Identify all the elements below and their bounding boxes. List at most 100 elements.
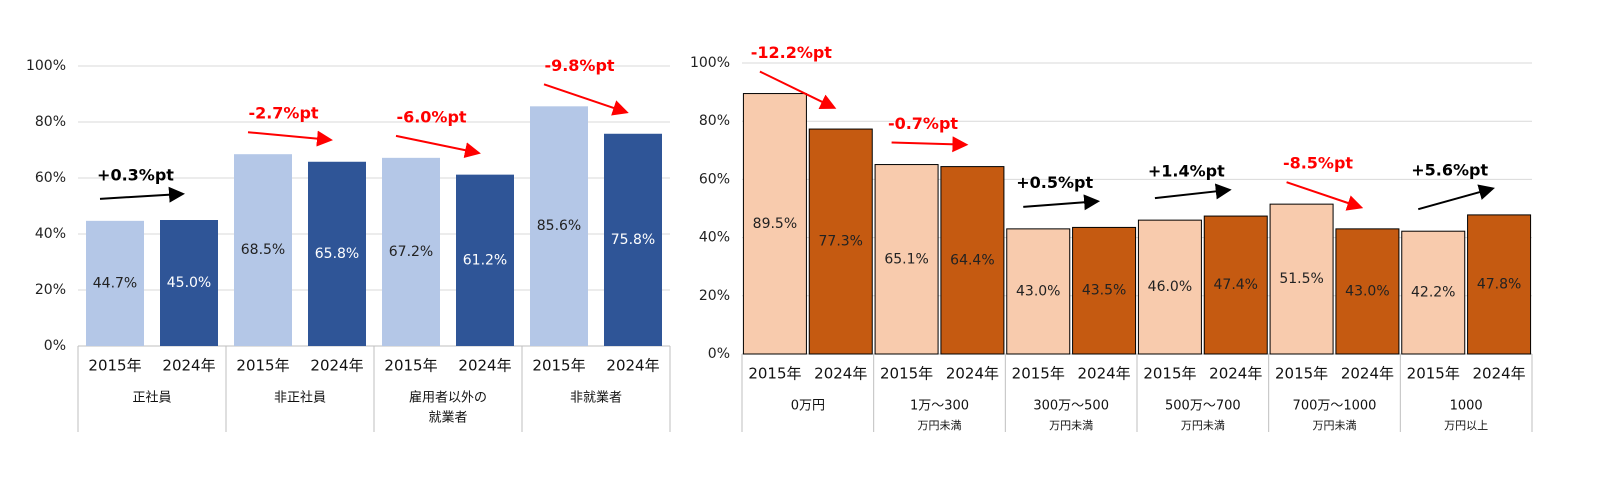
y-tick-label: 0% [44,338,66,354]
series-label: 2024年 [162,357,215,375]
annotation-arrow [395,134,481,159]
series-label: 2015年 [1407,365,1460,383]
value-label: 42.2% [1411,285,1455,301]
annotation: -2.7%pt [248,104,318,123]
value-label: 65.8% [315,246,359,262]
value-label: 47.4% [1214,277,1258,293]
series-label: 2015年 [1143,365,1196,383]
series-label: 2015年 [384,357,437,375]
bar [456,174,514,346]
value-label: 45.0% [167,275,211,291]
value-label: 65.1% [884,251,928,267]
category-label: 万円未満 [918,419,962,432]
category-label: 万円以上 [1444,419,1488,432]
annotation: +1.4%pt [1148,162,1225,181]
annotation-arrow [759,70,837,109]
series-label: 2015年 [236,357,289,375]
series-label: 2024年 [1472,365,1525,383]
annotation-arrow [543,83,629,116]
bar [874,164,939,355]
annotation: -12.2%pt [751,43,833,62]
bar [234,154,292,346]
annotation: +0.3%pt [97,166,174,185]
category-label: 万円未満 [1181,419,1225,432]
value-label: 44.7% [93,275,137,291]
series-label: 2015年 [88,357,141,375]
y-tick-label: 100% [26,58,66,74]
series-label: 2015年 [880,365,933,383]
annotation-arrow [1023,194,1101,211]
annotation: -0.7%pt [888,114,958,133]
bar [940,166,1005,355]
series-label: 2015年 [748,365,801,383]
y-tick-label: 40% [699,230,730,246]
series-label: 2024年 [946,365,999,383]
bar [1072,226,1137,355]
y-tick-label: 100% [690,55,730,71]
series-label: 2024年 [310,357,363,375]
bar [1401,230,1466,355]
y-tick-label: 60% [35,170,66,186]
category-label: 0万円 [791,399,825,414]
series-label: 2015年 [532,357,585,375]
value-label: 43.0% [1345,283,1389,299]
bar [1335,228,1400,355]
value-label: 43.0% [1016,283,1060,299]
value-label: 75.8% [611,232,655,248]
category-label: 非就業者 [570,390,622,406]
category-label: 1000 [1450,399,1483,414]
bar [604,133,662,346]
y-tick-label: 20% [699,288,730,304]
annotation-arrow [1286,181,1364,211]
value-label: 67.2% [389,244,433,260]
y-tick-label: 0% [708,346,730,362]
series-label: 2024年 [1077,365,1130,383]
bar [1269,203,1334,355]
annotation: -6.0%pt [396,107,466,126]
value-label: 68.5% [241,242,285,258]
value-label: 43.5% [1082,283,1126,299]
y-tick-label: 80% [35,114,66,130]
y-tick-label: 80% [699,113,730,129]
bar [808,128,873,355]
bar [742,93,807,355]
bar [530,106,588,346]
category-label: 300万～500 [1033,399,1109,414]
annotation: -9.8%pt [544,56,614,75]
annotation: -8.5%pt [1283,154,1353,173]
bar [1137,219,1202,355]
y-tick-label: 40% [35,226,66,242]
series-label: 2024年 [458,357,511,375]
value-label: 77.3% [819,234,863,250]
bar [382,157,440,346]
bar [1467,214,1532,355]
value-label: 64.4% [950,252,994,268]
annotation-arrow [99,186,185,203]
series-label: 2024年 [606,357,659,375]
category-label: 正社員 [132,390,171,406]
series-label: 2024年 [814,365,867,383]
category-label: 700万～1000 [1293,399,1377,414]
annotation: +5.6%pt [1411,160,1488,179]
value-label: 47.8% [1477,276,1521,292]
series-label: 2015年 [1012,365,1065,383]
value-label: 61.2% [463,252,507,268]
category-label: 1万～300 [910,399,969,414]
annotation-arrow [891,136,969,153]
series-label: 2015年 [1275,365,1328,383]
bar [1006,228,1071,355]
value-label: 46.0% [1148,279,1192,295]
y-tick-label: 60% [699,171,730,187]
bar [86,220,144,346]
y-tick-label: 20% [35,282,66,298]
category-label: 就業者 [428,410,467,426]
bar [160,220,218,346]
annotation-arrow [247,130,333,147]
category-label: 万円未満 [1049,419,1093,432]
annotation-arrow [1154,183,1232,200]
category-label: 非正社員 [274,390,326,406]
bar [308,161,366,346]
category-label: 万円未満 [1313,419,1357,432]
value-label: 89.5% [753,216,797,232]
